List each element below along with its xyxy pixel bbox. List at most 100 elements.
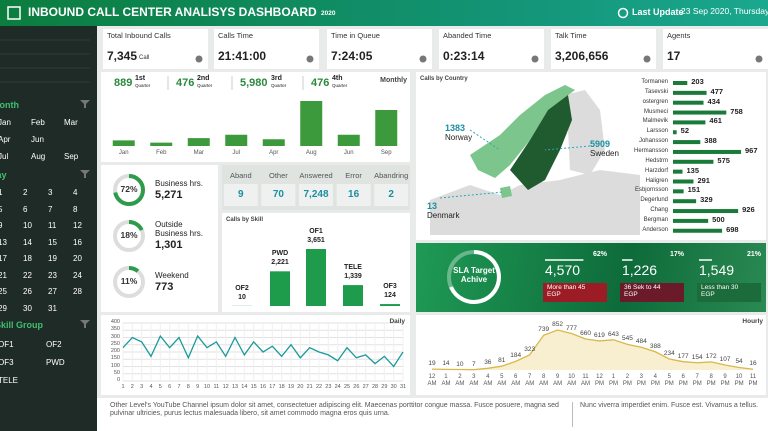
- sla-label: 36 Sek to 44 EGP: [624, 284, 661, 299]
- x-tick-label: Aug: [305, 150, 317, 156]
- x-tick-label: 10: [203, 384, 211, 390]
- status-cell: [261, 184, 296, 206]
- bar: [673, 179, 694, 184]
- x-tick-label: 9: [196, 384, 200, 390]
- day-option: 2: [23, 188, 28, 197]
- bar: [673, 130, 677, 135]
- kpi-card: [439, 29, 544, 69]
- day-option: 9: [0, 221, 3, 230]
- donut-label: 72%: [120, 184, 138, 194]
- y-tick-label: Chang: [650, 207, 668, 214]
- y-tick-label: Anderson: [642, 226, 668, 233]
- map-sweden: [510, 95, 572, 190]
- point-label: 234: [663, 350, 675, 357]
- day-option: 19: [48, 254, 57, 263]
- quarter-rank: 2nd: [197, 75, 210, 82]
- point-label: 323: [524, 345, 536, 353]
- point-label: 484: [635, 338, 647, 346]
- business-count: 1,301: [155, 239, 183, 251]
- map-denmark: [500, 186, 512, 198]
- clock-icon: [617, 7, 629, 19]
- bar: [375, 110, 398, 146]
- bar-value-label: 2,221: [271, 259, 289, 267]
- x-tick-label: 25: [343, 384, 351, 390]
- header-bar: [0, 0, 768, 26]
- y-tick-label: Tasevski: [644, 88, 668, 95]
- footer-text: Nunc viverra imperdiet enim. Fusce est. …: [580, 402, 759, 409]
- x-tick-label: 31: [399, 384, 407, 390]
- month-option: Jul: [0, 152, 9, 161]
- x-tick-label: 2 PM: [622, 374, 632, 387]
- day-option: 29: [0, 303, 7, 313]
- chart-title: Calls by Country: [420, 76, 468, 82]
- x-tick-label: 28: [371, 384, 379, 390]
- footer-bar: [97, 398, 768, 431]
- chart-title: Hourly: [742, 318, 763, 325]
- x-tick-label: 5 PM: [664, 374, 674, 387]
- quarter-rank: 1st: [135, 75, 146, 82]
- bar-value-label: 10: [238, 293, 246, 301]
- kpi-label: Total Inbound Calls: [107, 31, 171, 40]
- point-label: 619: [594, 331, 605, 339]
- status-cell: [223, 184, 258, 206]
- day-option: 5: [0, 204, 3, 214]
- x-tick-label: 6 AM: [511, 374, 521, 387]
- update-date: 23 Sep 2020, Thursday: [681, 6, 768, 16]
- map-value: 5909: [590, 139, 611, 149]
- x-tick-label: 17: [269, 384, 276, 390]
- line: [431, 329, 754, 371]
- bar-category-label: TELE: [344, 264, 362, 272]
- x-tick-label: 24: [334, 384, 341, 390]
- bar: [673, 90, 707, 95]
- x-tick-label: 2: [130, 384, 134, 390]
- x-tick-label: 14: [241, 384, 248, 390]
- filter-icon: [80, 170, 90, 178]
- x-tick-label: 8: [186, 384, 190, 390]
- point-label: 154: [691, 353, 703, 361]
- bar: [300, 101, 323, 146]
- header-title: INBOUND CALL CENTER ANALISYS DASHBOARD: [28, 5, 317, 19]
- bar-value-label: 758: [730, 106, 743, 116]
- day-option: 3: [48, 188, 53, 197]
- day-option: 1: [0, 188, 3, 197]
- quarter-sub: Quarter: [332, 83, 348, 88]
- skill-option: OF3: [0, 358, 14, 367]
- y-tick-label: Larsson: [646, 128, 668, 135]
- bar-value-label: 203: [691, 77, 704, 86]
- day-option: 12: [73, 221, 82, 230]
- x-tick-label: 26: [353, 384, 360, 390]
- kpi-card: [327, 29, 432, 69]
- y-tick-label: Hedstrm: [645, 157, 668, 164]
- y-tick-label: 0: [116, 377, 120, 383]
- donut-label: 11%: [120, 276, 138, 286]
- month-title: Month: [0, 100, 19, 110]
- bar: [380, 304, 400, 306]
- bar: [673, 199, 697, 204]
- sla-label: Less than 30 EGP: [701, 284, 739, 299]
- bar-value-label: 967: [745, 145, 758, 155]
- day-option: 20: [73, 254, 82, 263]
- month-option: Apr: [0, 135, 11, 144]
- month-option: Sep: [64, 152, 79, 161]
- bar: [270, 271, 290, 306]
- day-option: 27: [48, 287, 57, 296]
- day-option: 31: [48, 303, 57, 313]
- quarter-rank: 4th: [332, 75, 343, 82]
- status-cell: [299, 184, 333, 206]
- status-value: 7,248: [303, 189, 329, 200]
- quarter-rank: 3rd: [271, 75, 282, 82]
- y-tick-label: Degerlund: [640, 197, 668, 204]
- x-tick-label: 1 PM: [608, 374, 618, 387]
- x-tick-label: Sep: [380, 150, 392, 156]
- bar-value-label: 434: [707, 96, 721, 106]
- bar: [150, 142, 173, 146]
- daily-card: [101, 315, 410, 395]
- kpi-label: Agents: [667, 31, 691, 40]
- bar: [187, 138, 210, 146]
- bar: [306, 249, 326, 306]
- point-label: 177: [677, 352, 689, 360]
- day-option: 7: [48, 204, 53, 214]
- x-tick-label: 11: [213, 384, 220, 390]
- status-cell: [336, 184, 371, 206]
- sla-box: [543, 283, 607, 302]
